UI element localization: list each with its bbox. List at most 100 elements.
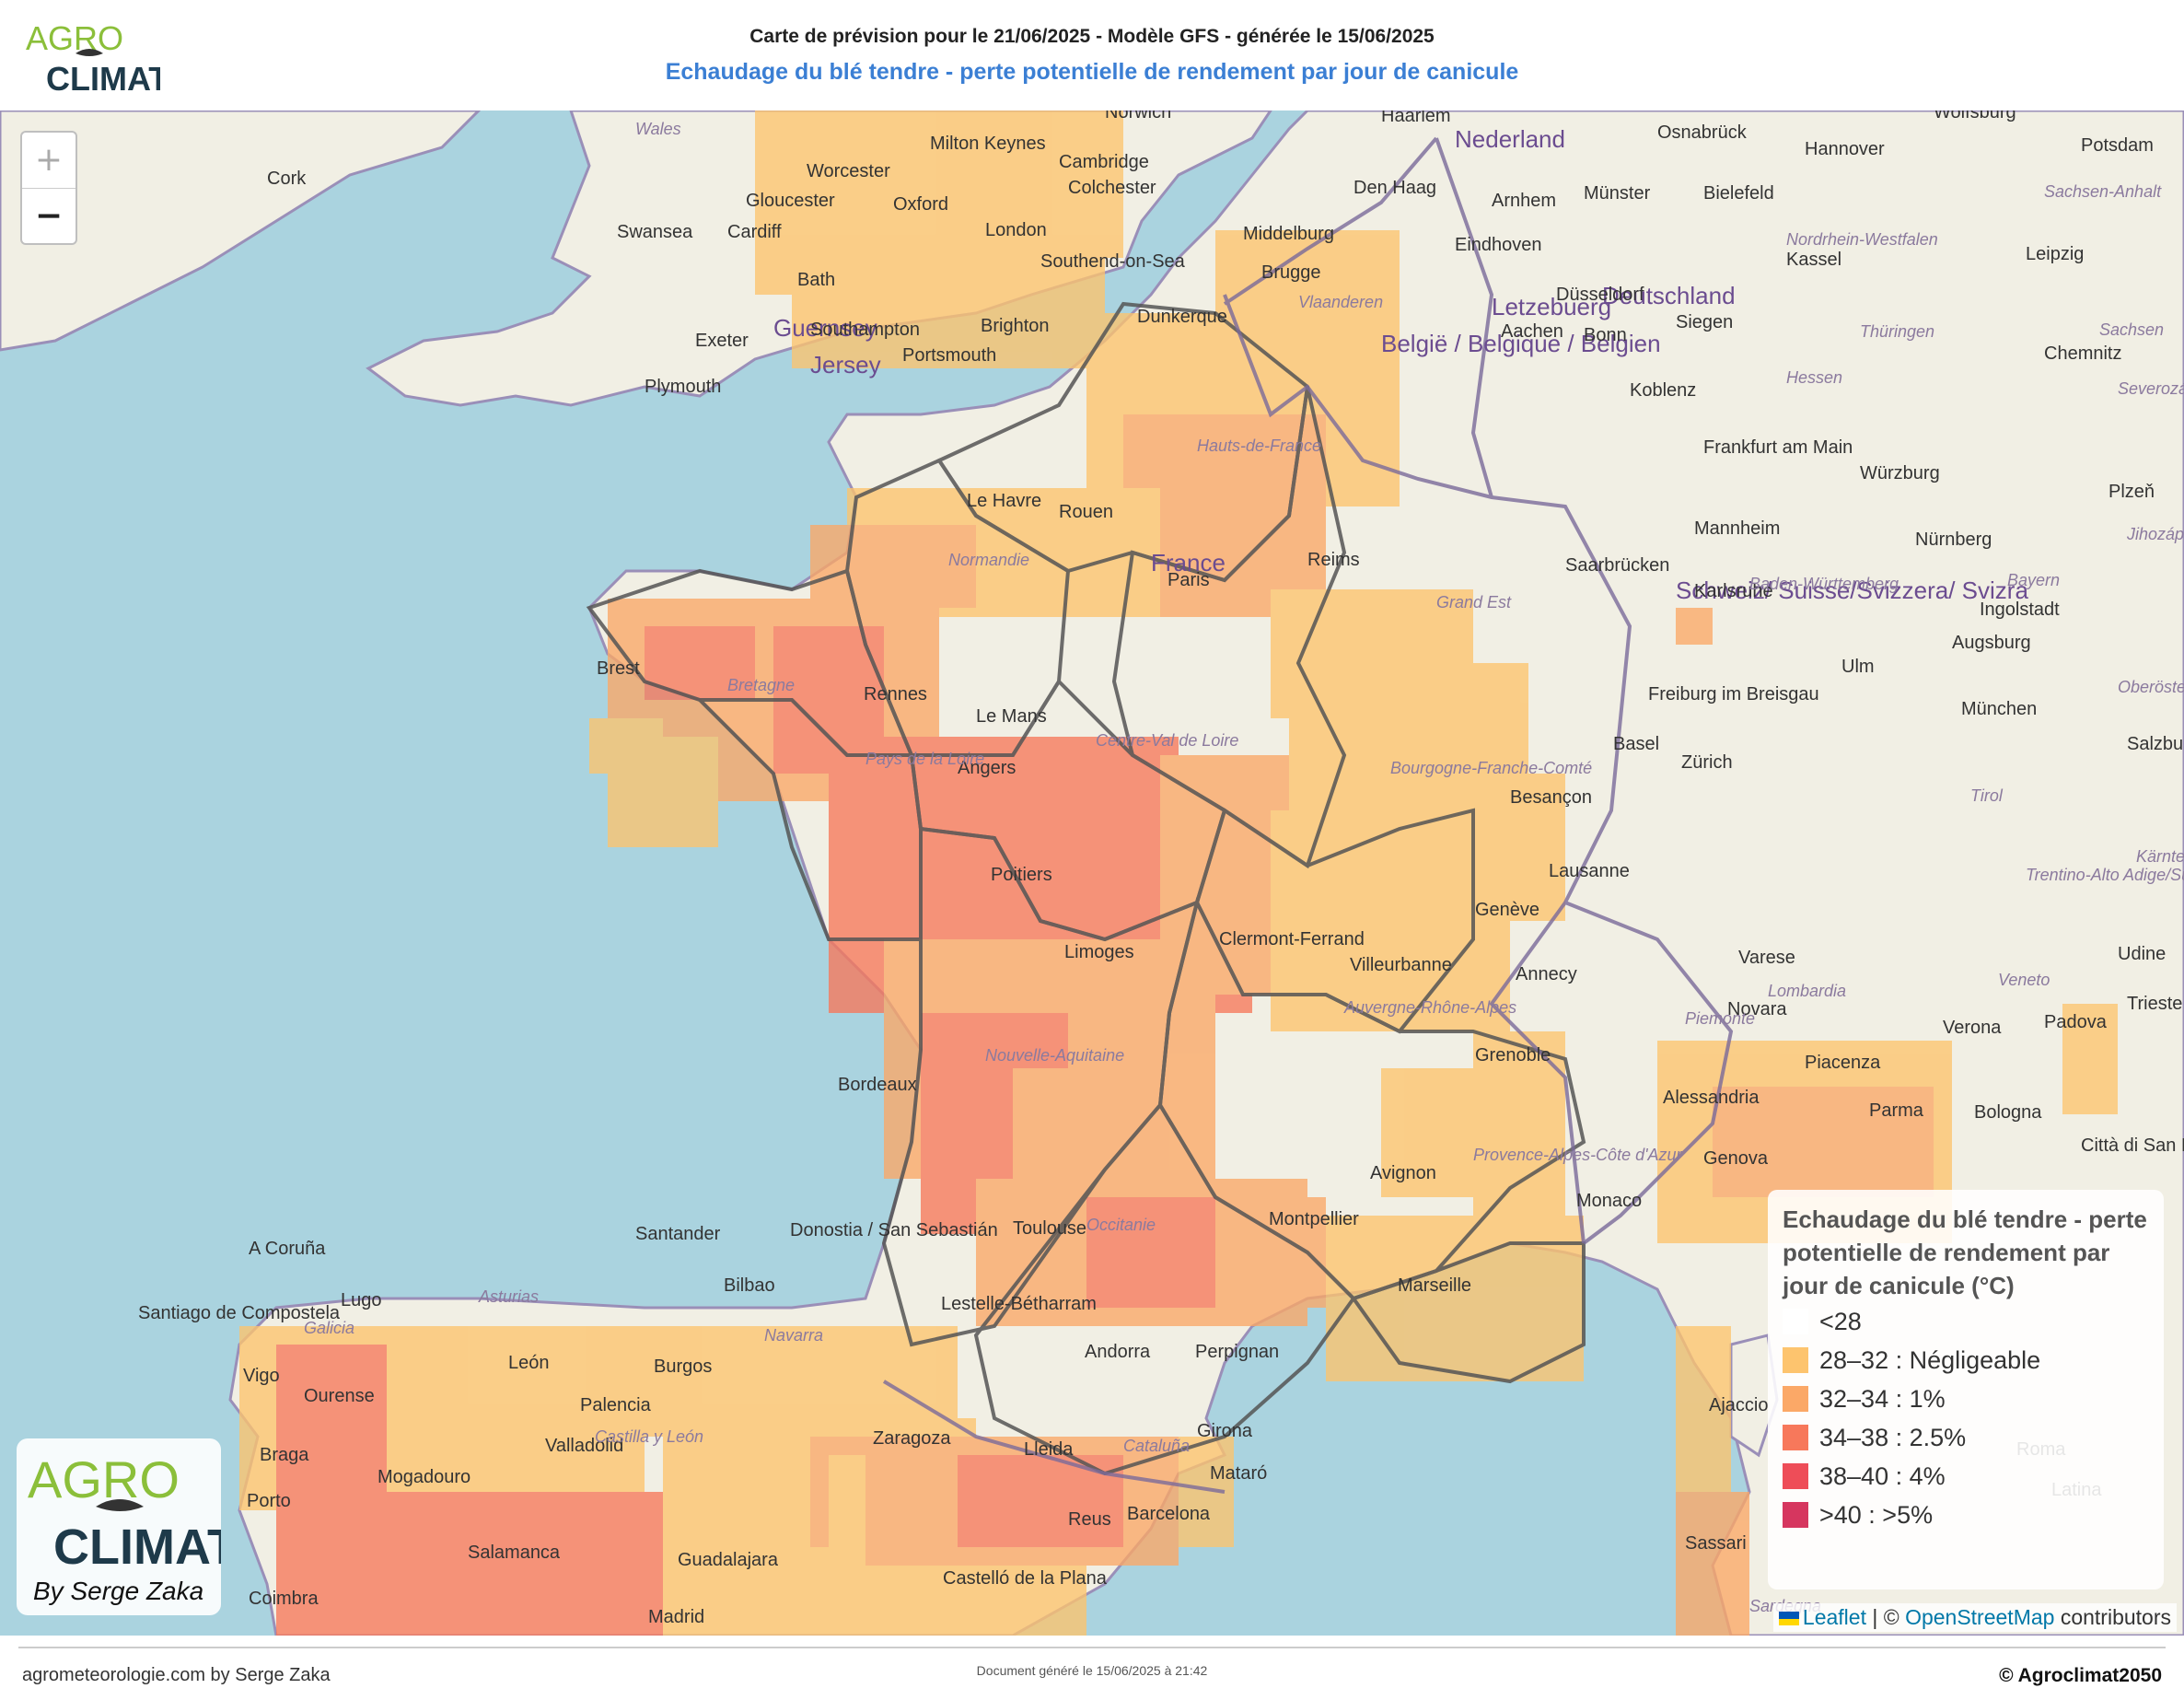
svg-text:CLIMAT: CLIMAT bbox=[53, 1520, 221, 1575]
heat-cell bbox=[276, 1345, 387, 1510]
city-label: Palencia bbox=[580, 1395, 652, 1415]
heat-cell bbox=[2062, 1004, 2118, 1114]
city-label: Limoges bbox=[1064, 942, 1134, 962]
map-canvas[interactable]: Nederland Deutschland België / Belgique / … bbox=[0, 111, 2184, 1636]
region-label: Asturias bbox=[478, 1287, 539, 1306]
city-label: Paris bbox=[1168, 570, 1210, 590]
region-label: Severozápad bbox=[2118, 379, 2184, 398]
legend-swatch bbox=[1783, 1309, 1808, 1334]
city-label: Plymouth bbox=[645, 377, 721, 397]
heat-cell bbox=[1013, 111, 1123, 258]
region-label: Normandie bbox=[948, 551, 1029, 569]
city-label: Salamanca bbox=[468, 1543, 561, 1563]
region-label: Hessen bbox=[1786, 368, 1842, 387]
zoom-in-button[interactable]: + bbox=[22, 133, 76, 189]
city-label: Bonn bbox=[1584, 325, 1627, 345]
legend-swatch bbox=[1783, 1463, 1808, 1489]
map-view[interactable]: Nederland Deutschland België / Belgique / … bbox=[0, 111, 2184, 1636]
region-label: Cataluña bbox=[1123, 1437, 1190, 1455]
city-label: Münster bbox=[1584, 183, 1651, 204]
region-label: Jihozápad bbox=[2126, 525, 2184, 543]
country-borders bbox=[882, 136, 1734, 1494]
heat-cell bbox=[976, 1566, 1086, 1636]
city-label: Osnabrück bbox=[1657, 122, 1748, 143]
region-label: Galicia bbox=[304, 1319, 354, 1337]
city-label: Koblenz bbox=[1630, 380, 1696, 401]
city-label: Avignon bbox=[1370, 1163, 1436, 1183]
region-label: Grand Est bbox=[1436, 593, 1512, 611]
city-label: Città di San Marino bbox=[2081, 1135, 2184, 1156]
city-label: Saarbrücken bbox=[1565, 555, 1669, 576]
city-label: Udine bbox=[2118, 944, 2166, 964]
city-label: Siegen bbox=[1676, 312, 1733, 332]
forecast-title: Carte de prévision pour le 21/06/2025 - … bbox=[749, 26, 1435, 47]
city-label: Trieste bbox=[2127, 994, 2182, 1014]
region-label: Sachsen-Anhalt bbox=[2044, 182, 2162, 201]
footer-generated: Document généré le 15/06/2025 à 21:42 bbox=[976, 1663, 1208, 1678]
heat-cell bbox=[589, 718, 663, 774]
city-label: Valladolid bbox=[545, 1436, 623, 1456]
map-labels: Nederland Deutschland België / Belgique / … bbox=[138, 111, 2184, 1627]
city-label: Lleida bbox=[1024, 1439, 1074, 1460]
region-label: Navarra bbox=[764, 1326, 823, 1345]
city-label: Genève bbox=[1475, 900, 1539, 920]
heat-cell bbox=[1713, 1087, 1934, 1197]
zoom-out-button[interactable]: − bbox=[34, 197, 64, 235]
map-attribution: Leaflet | © OpenStreetMap contributors bbox=[1772, 1603, 2177, 1632]
city-label: Wolfsburg bbox=[1934, 111, 2016, 122]
city-label: Frankfurt am Main bbox=[1703, 437, 1853, 458]
city-label: Novara bbox=[1727, 999, 1787, 1019]
legend-label: >40 : >5% bbox=[1819, 1500, 1934, 1529]
city-label: Le Havre bbox=[967, 491, 1041, 511]
city-label: Bilbao bbox=[724, 1275, 775, 1296]
legend-label: 34–38 : 2.5% bbox=[1819, 1423, 1967, 1451]
city-label: Augsburg bbox=[1952, 633, 2031, 653]
city-label: Ulm bbox=[1841, 657, 1875, 677]
city-label: Ourense bbox=[304, 1386, 375, 1406]
city-label: Rennes bbox=[864, 684, 927, 704]
city-label: Verona bbox=[1943, 1018, 2002, 1038]
leaflet-link[interactable]: Leaflet bbox=[1802, 1605, 1866, 1629]
legend-label: 32–34 : 1% bbox=[1819, 1384, 1946, 1413]
city-label: Villeurbanne bbox=[1350, 955, 1452, 975]
city-label: Bath bbox=[797, 270, 835, 290]
header-bar: AGRO CLIMAT Carte de prévision pour le 2… bbox=[0, 0, 2184, 111]
city-label: Bielefeld bbox=[1703, 183, 1774, 204]
agroclimat-logo[interactable]: AGRO CLIMAT bbox=[22, 13, 168, 98]
city-label: Swansea bbox=[617, 222, 693, 242]
city-label: Alessandria bbox=[1663, 1088, 1760, 1108]
legend-item: >40 : >5% bbox=[1783, 1496, 2149, 1534]
city-label: Chemnitz bbox=[2044, 343, 2121, 364]
legend-label: 28–32 : Négligeable bbox=[1819, 1345, 2041, 1374]
city-label: Perpignan bbox=[1195, 1342, 1279, 1362]
city-label: Bologna bbox=[1974, 1102, 2042, 1123]
region-label: Tirol bbox=[1970, 786, 2004, 805]
region-label: Bayern bbox=[2007, 571, 2060, 589]
region-label: Centre-Val de Loire bbox=[1096, 731, 1238, 750]
region-label: Piemonte bbox=[1685, 1009, 1755, 1028]
region-label: Provence-Alpes-Côte d'Azur bbox=[1473, 1146, 1683, 1164]
legend-label: 38–40 : 4% bbox=[1819, 1461, 1946, 1490]
legend-swatch bbox=[1783, 1502, 1808, 1528]
legend-swatch bbox=[1783, 1386, 1808, 1412]
region-label: Veneto bbox=[1998, 971, 2050, 989]
legend-item: 34–38 : 2.5% bbox=[1783, 1418, 2149, 1457]
city-label: León bbox=[508, 1353, 550, 1373]
heat-cell bbox=[276, 1529, 479, 1636]
openstreetmap-link[interactable]: OpenStreetMap bbox=[1905, 1605, 2055, 1629]
city-label: Vigo bbox=[243, 1366, 280, 1386]
city-label: Kassel bbox=[1786, 250, 1841, 270]
city-label: Poitiers bbox=[991, 865, 1052, 885]
city-label: Leipzig bbox=[2026, 244, 2084, 264]
city-label: Southampton bbox=[810, 320, 920, 340]
city-label: Marseille bbox=[1398, 1275, 1471, 1296]
region-label: Thüringen bbox=[1860, 322, 1934, 341]
city-label: Ajaccio bbox=[1709, 1395, 1768, 1415]
city-label: Piacenza bbox=[1805, 1053, 1881, 1073]
legend-label: <28 bbox=[1819, 1307, 1862, 1335]
city-label: Annecy bbox=[1516, 964, 1577, 984]
city-label: Southend-on-Sea bbox=[1040, 251, 1186, 272]
legend-swatch bbox=[1783, 1425, 1808, 1450]
city-label: Cork bbox=[267, 169, 307, 189]
region-label: Nordrhein-Westfalen bbox=[1786, 230, 1938, 249]
